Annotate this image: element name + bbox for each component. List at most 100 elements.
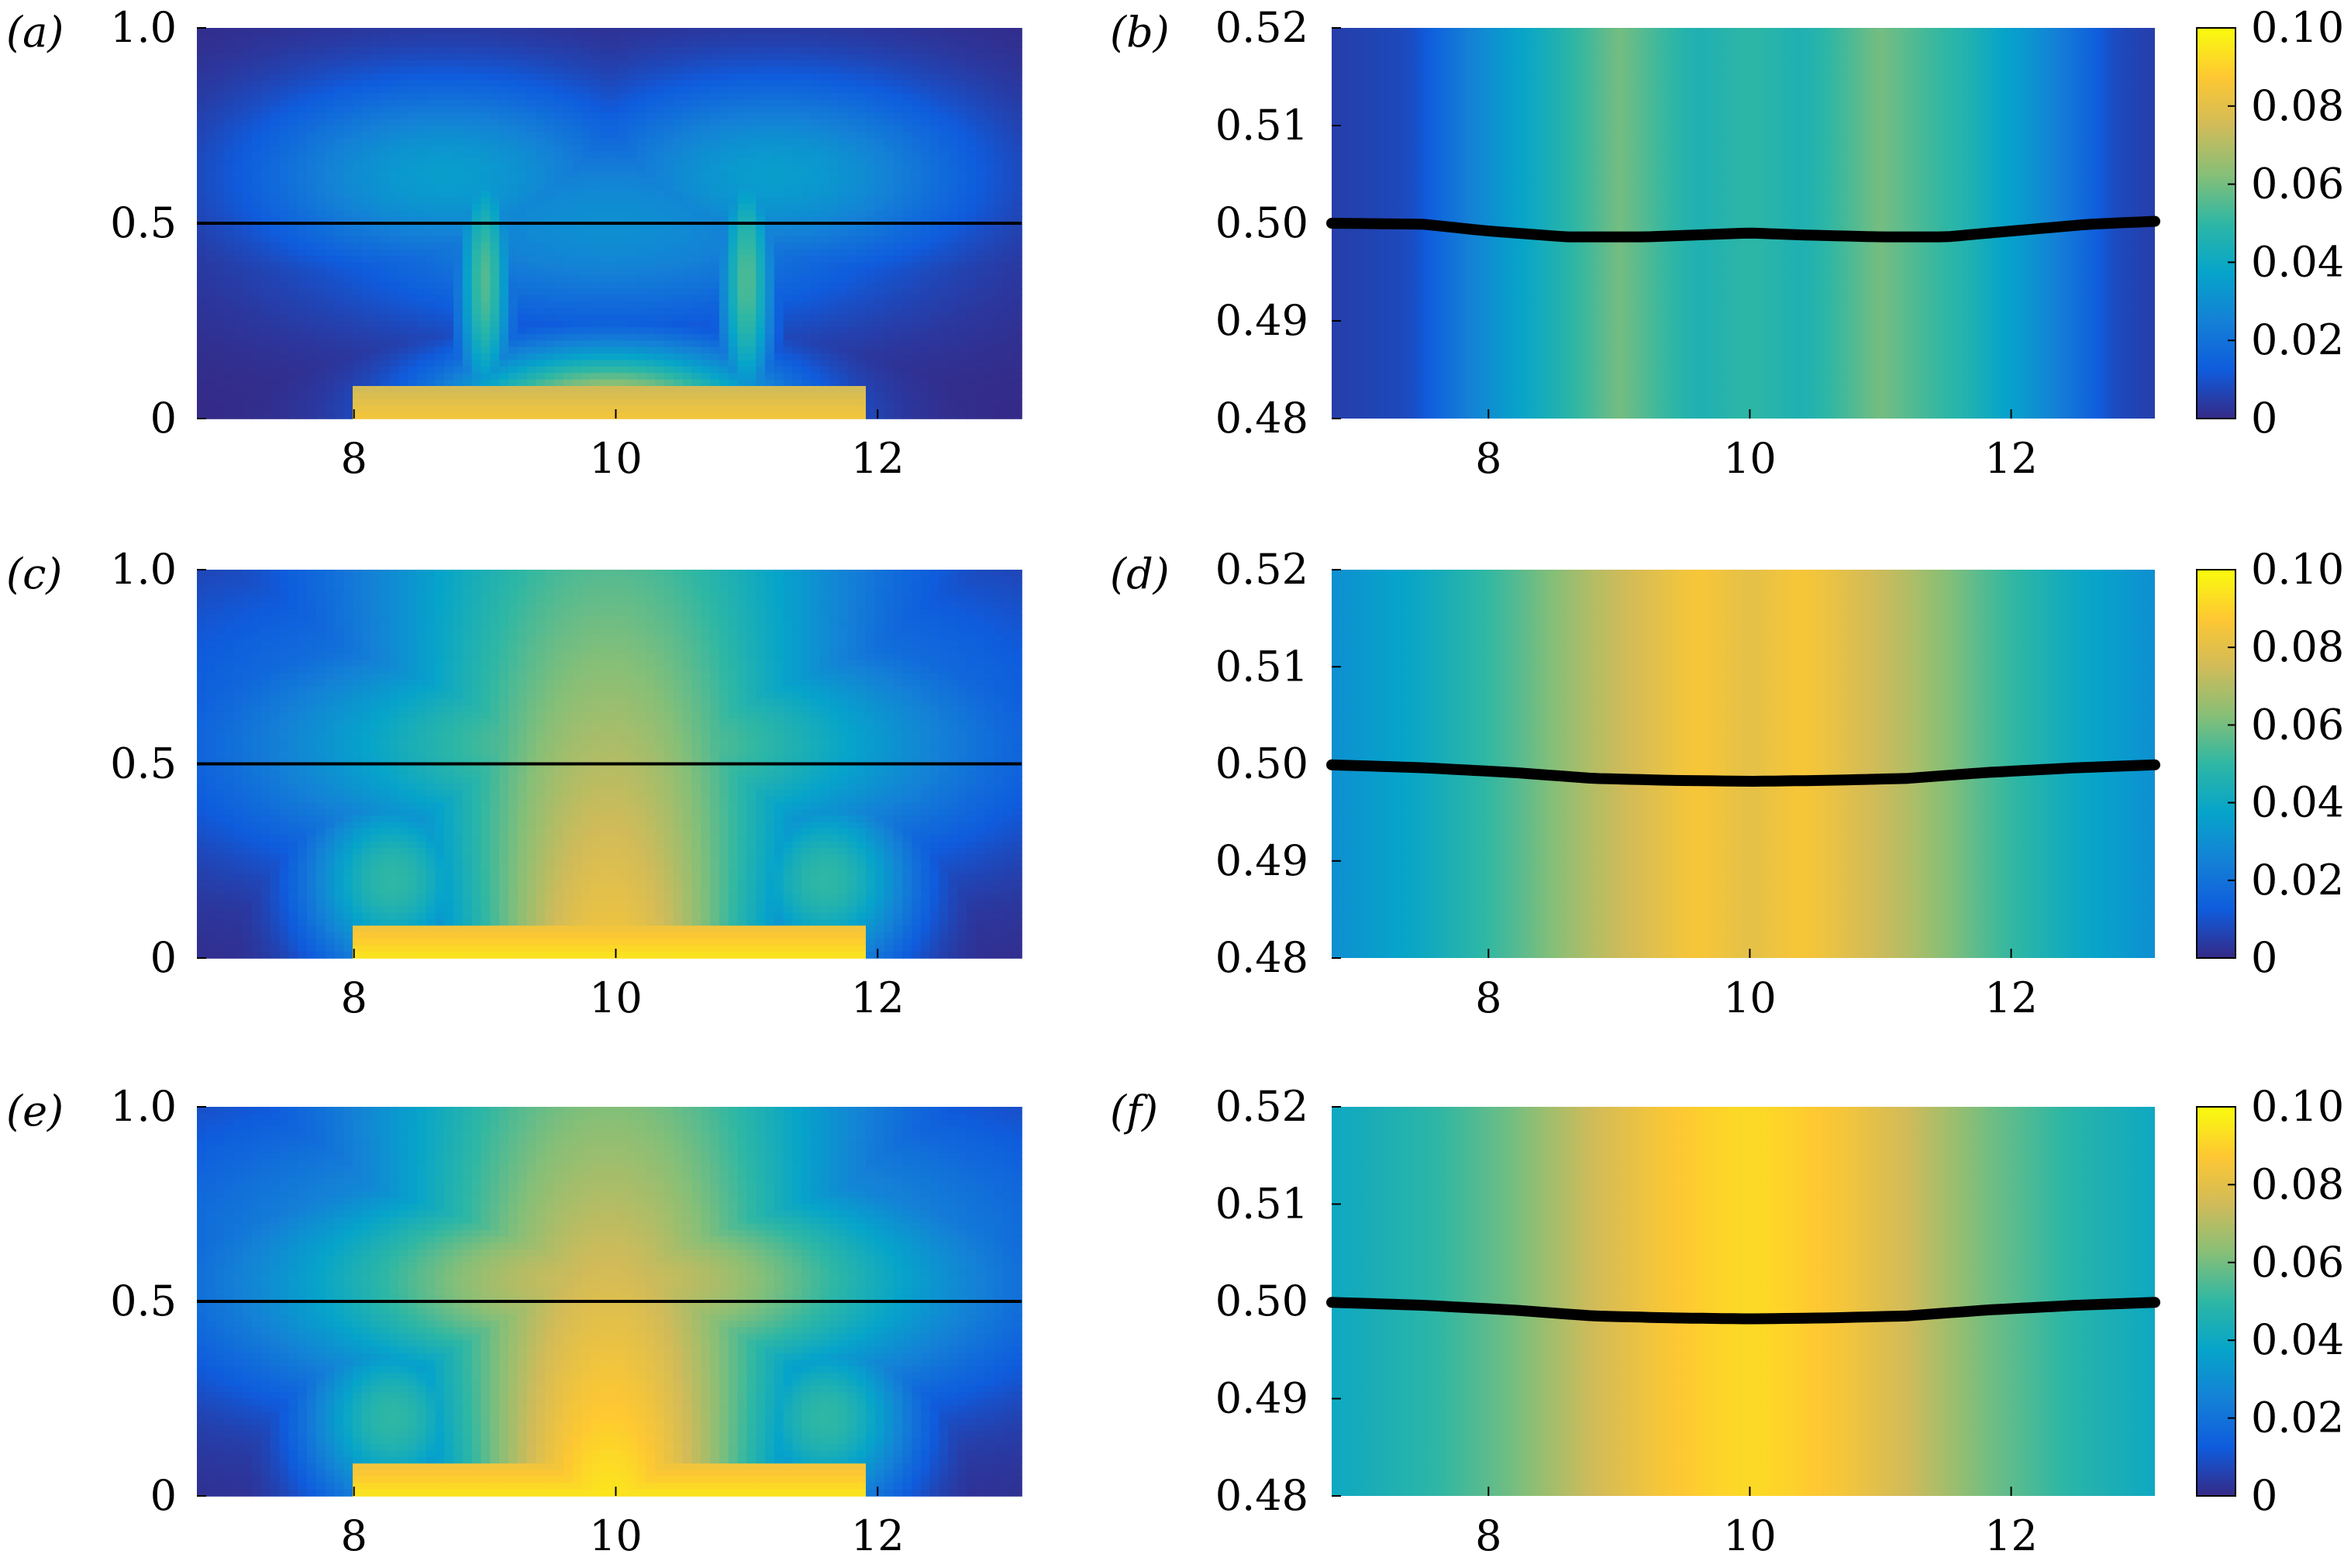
heatmap-cell (874, 223, 885, 231)
heatmap-cell (591, 301, 601, 308)
heatmap-cell (1012, 366, 1022, 374)
heatmap-cell (572, 203, 583, 211)
heatmap-cell (866, 138, 876, 146)
heatmap-cell (481, 47, 491, 55)
heatmap-cell (205, 275, 216, 283)
heatmap-cell (682, 164, 693, 172)
heatmap-cell (783, 138, 794, 146)
heatmap-cell (260, 73, 271, 81)
heatmap-cell (792, 73, 803, 81)
heatmap-cell (746, 47, 757, 55)
heatmap-cell (343, 191, 353, 198)
heatmap-cell (929, 249, 940, 257)
heatmap-cell (636, 249, 647, 257)
heatmap-cell (453, 40, 464, 48)
heatmap-cell (334, 86, 344, 94)
heatmap-cell (205, 86, 216, 94)
heatmap-cell (426, 229, 436, 237)
heatmap-cell (682, 34, 693, 42)
heatmap-cell (893, 301, 904, 308)
heatmap-cell (975, 73, 986, 81)
heatmap-cell (737, 236, 748, 243)
heatmap-cell (801, 295, 812, 302)
heatmap-cell (563, 138, 574, 146)
heatmap-cell (829, 308, 839, 315)
heatmap-cell (664, 301, 674, 308)
heatmap-cell (197, 40, 207, 48)
heatmap-cell (490, 288, 500, 296)
heatmap-cell (563, 28, 574, 36)
heatmap-cell (948, 295, 959, 302)
heatmap-cell (912, 93, 922, 101)
heatmap-cell (929, 340, 940, 348)
heatmap-cell (554, 373, 564, 381)
heatmap-cell (902, 145, 912, 153)
heatmap-cell (334, 191, 344, 198)
heatmap-cell (682, 236, 693, 243)
heatmap-cell (591, 360, 601, 367)
heatmap-cell (847, 158, 857, 166)
heatmap-cell (829, 184, 839, 191)
heatmap-cell (545, 288, 555, 296)
heatmap-cell (288, 366, 298, 374)
heatmap-cell (536, 171, 546, 178)
heatmap-cell (563, 295, 574, 302)
heatmap-cell (205, 126, 216, 133)
heatmap-cell (866, 243, 876, 250)
heatmap-cell (783, 249, 794, 257)
heatmap-cell (783, 295, 794, 302)
heatmap-cell (1012, 151, 1022, 159)
heatmap-cell (912, 34, 922, 42)
heatmap-cell (526, 105, 537, 113)
heatmap-cell (536, 301, 546, 308)
heatmap-cell (673, 34, 684, 42)
heatmap-cell (929, 321, 940, 329)
heatmap-cell (819, 327, 830, 335)
heatmap-cell (371, 67, 381, 74)
heatmap-cell (536, 60, 546, 68)
heatmap-cell (298, 164, 308, 172)
heatmap-cell (600, 386, 610, 394)
heatmap-cell (352, 340, 363, 348)
heatmap-cell (508, 112, 519, 120)
heatmap-cell (866, 256, 876, 264)
heatmap-cell (811, 353, 821, 361)
heatmap-cell (224, 340, 235, 348)
heatmap-cell (756, 210, 766, 218)
heatmap-cell (224, 99, 235, 107)
heatmap-cell (526, 80, 537, 88)
heatmap-cell (609, 379, 619, 387)
heatmap-cell (306, 197, 317, 205)
heatmap-cell (205, 340, 216, 348)
heatmap-cell (508, 243, 519, 250)
heatmap-cell (792, 184, 803, 191)
heatmap-cell (315, 132, 326, 140)
heatmap-cell (984, 126, 995, 133)
heatmap-cell (288, 119, 298, 126)
heatmap-cell (554, 366, 564, 374)
heatmap-cell (627, 308, 638, 315)
heatmap-cell (444, 327, 454, 335)
heatmap-cell (334, 203, 344, 211)
heatmap-cell (984, 275, 995, 283)
heatmap-cell (435, 119, 445, 126)
heatmap-cell (416, 210, 427, 218)
heatmap-cell (563, 67, 574, 74)
heatmap-cell (866, 216, 876, 224)
heatmap-cell (215, 93, 226, 101)
heatmap-cell (655, 210, 665, 218)
heatmap-cell (315, 53, 326, 61)
heatmap-cell (407, 346, 418, 354)
heatmap-cell (984, 86, 995, 94)
heatmap-cell (811, 171, 821, 178)
heatmap-cell (948, 73, 959, 81)
heatmap-cell (655, 132, 665, 140)
heatmap-cell (948, 112, 959, 120)
heatmap-cell (270, 47, 281, 55)
heatmap-cell (646, 216, 656, 224)
heatmap-cell (912, 47, 922, 55)
heatmap-cell (306, 327, 317, 335)
heatmap-cell (774, 40, 784, 48)
heatmap-cell (407, 386, 418, 394)
heatmap-cell (416, 171, 427, 178)
